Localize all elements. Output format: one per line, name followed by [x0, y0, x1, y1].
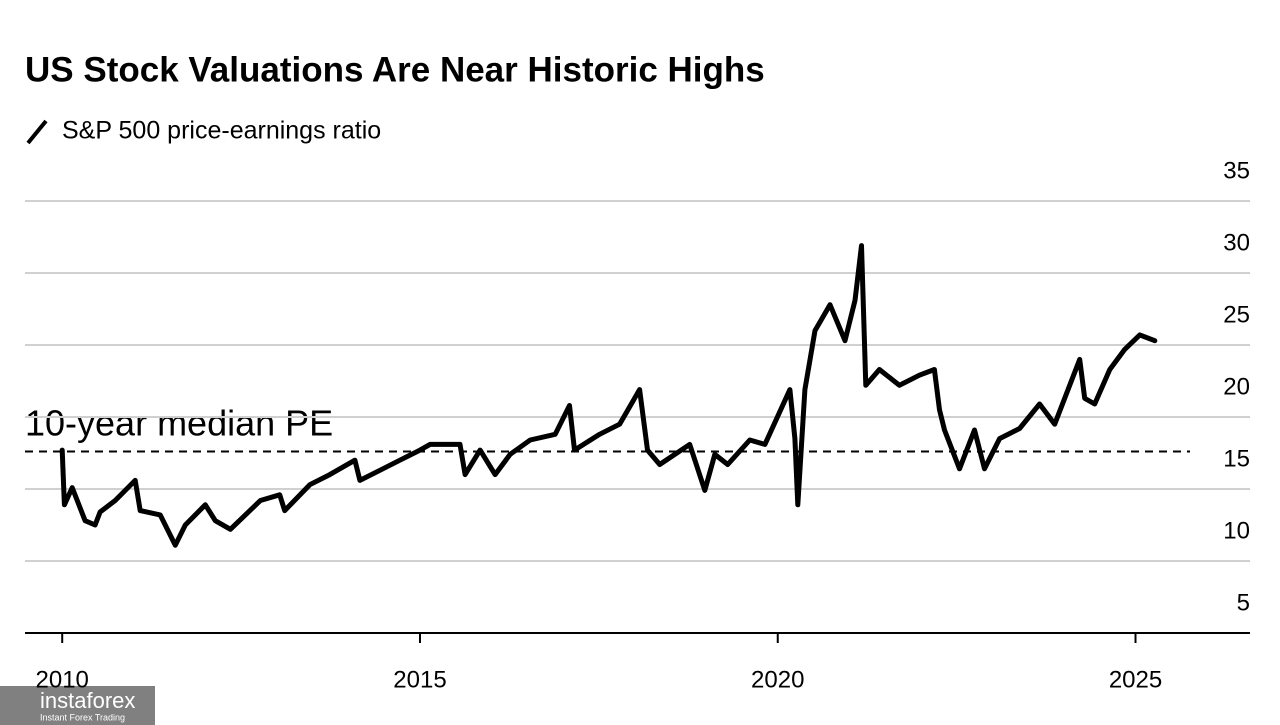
legend-label: S&P 500 price-earnings ratio [62, 117, 381, 145]
watermark-box [0, 686, 155, 725]
watermark-sub: Instant Forex Trading [40, 712, 125, 722]
y-tick-label: 35 [1223, 157, 1250, 184]
line [59, 243, 1158, 548]
y-tick-label: 5 [1237, 589, 1250, 616]
y-tick-label: 15 [1223, 445, 1250, 472]
legend-swatch [26, 119, 48, 145]
x-tick-label: 2015 [393, 666, 446, 693]
watermark: instaforex [40, 688, 135, 713]
y-tick-label: 30 [1223, 229, 1250, 256]
y-tick-label: 10 [1223, 517, 1250, 544]
x-tick-label: 2025 [1109, 666, 1162, 693]
x-tick-label: 2010 [36, 666, 89, 693]
y-tick-label: 25 [1223, 301, 1250, 328]
y-tick-label: 20 [1223, 373, 1250, 400]
x-tick-label: 2020 [751, 666, 804, 693]
chart-title: US Stock Valuations Are Near Historic Hi… [25, 50, 765, 89]
annotation: 10-year median PE [25, 403, 333, 444]
